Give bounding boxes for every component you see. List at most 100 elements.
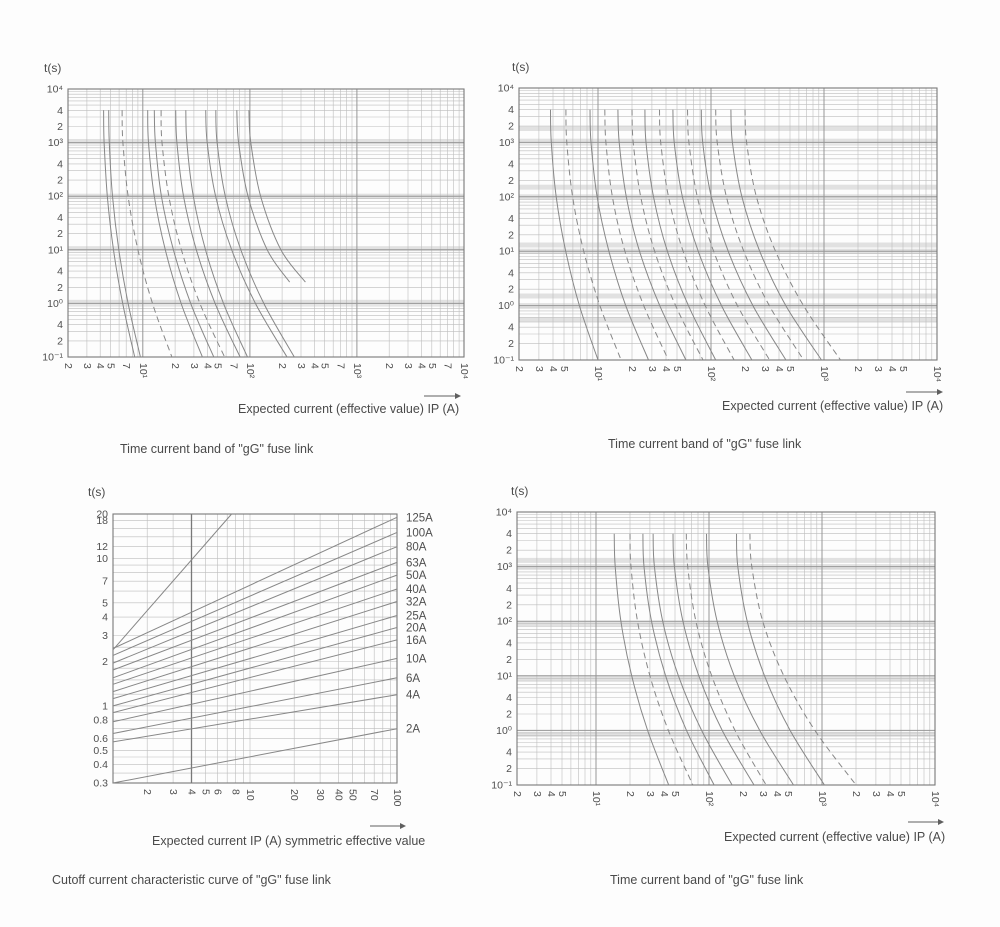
y-tick-label: 2 (508, 284, 514, 296)
y-tick-label: 10² (499, 191, 515, 203)
bottom-right-curve (629, 533, 694, 786)
y-tick-label: 4 (506, 692, 512, 704)
bottom-left-curve-125A (112, 516, 398, 649)
x-tick-label: 100 (391, 789, 403, 807)
x-tick-label: 4 (773, 366, 785, 372)
x-tick-label: 40 (333, 789, 345, 801)
x-tick-label: 5 (426, 363, 438, 369)
x-tick-label: 7 (227, 363, 239, 369)
x-tick-label: 3 (872, 366, 884, 372)
y-tick-label: 1 (102, 700, 108, 712)
fuse-rating-label: 2A (406, 724, 420, 736)
x-tick-label: 2 (62, 363, 74, 369)
x-tick-label: 70 (368, 789, 380, 801)
x-tick-label: 4 (415, 363, 427, 369)
y-tick-label: 4 (57, 266, 63, 278)
y-tick-label: 2 (506, 709, 512, 721)
bottom-left-curve-32A (112, 601, 398, 693)
x-tick-label: 3 (402, 363, 414, 369)
x-tick-label: 4 (545, 791, 557, 797)
bottom-left-curve-4A (112, 694, 398, 743)
x-tick-label: 10¹ (592, 366, 604, 382)
x-tick-label: 2 (276, 363, 288, 369)
x-tick-label: 4 (94, 363, 106, 369)
bottom-left-curve (112, 513, 232, 651)
y-tick-label: 2 (508, 175, 514, 187)
y-tick-label: 4 (508, 322, 514, 334)
x-tick-label: 2 (626, 366, 638, 372)
top-right-curve (617, 109, 687, 361)
x-tick-label: 2 (739, 366, 751, 372)
y-tick-label: 2 (102, 656, 108, 668)
top-left-curve (175, 110, 241, 358)
y-tick-label: 2 (508, 229, 514, 241)
y-tick-label: 4 (57, 105, 63, 117)
chart-title-bottom-left: Cutoff current characteristic curve of "… (52, 873, 331, 887)
x-tick-label: 3 (533, 366, 545, 372)
x-tick-label: 10¹ (590, 791, 602, 807)
fuse-rating-label: 16A (406, 635, 427, 647)
chart-title-bottom-right: Time current band of "gG" fuse link (610, 873, 804, 887)
fuse-rating-label: 80A (406, 542, 427, 554)
top-left-curve (205, 110, 288, 358)
x-tick-label: 8 (230, 789, 242, 795)
y-tick-label: 2 (508, 121, 514, 133)
x-tick-label: 4 (771, 791, 783, 797)
y-tick-label: 2 (508, 338, 514, 350)
y-tick-label: 4 (508, 159, 514, 171)
y-tick-label: 4 (102, 612, 108, 624)
x-tick-label: 4 (201, 363, 213, 369)
y-tick-label: 10³ (499, 137, 515, 149)
bottom-right-curve (749, 533, 857, 786)
x-tick-label: 10² (244, 363, 256, 379)
fuse-rating-label: 125A (406, 512, 433, 524)
bottom-left-curve-2A (112, 728, 398, 784)
y-tick-label: 4 (508, 267, 514, 279)
y-axis-label-bottom-right: t(s) (511, 484, 529, 498)
x-tick-label: 5 (895, 791, 907, 797)
y-tick-label: 10³ (497, 561, 513, 573)
x-tick-label: 2 (513, 366, 525, 372)
top-right-curve (672, 109, 753, 361)
y-tick-label: 5 (102, 597, 108, 609)
x-tick-label: 2 (624, 791, 636, 797)
x-axis-arrow-icon (370, 823, 406, 829)
y-tick-label: 4 (57, 319, 63, 331)
x-tick-label: 2 (852, 366, 864, 372)
top-left-curve (147, 110, 203, 358)
y-tick-label: 7 (102, 576, 108, 588)
bottom-left-curve-6A (112, 677, 398, 734)
y-tick-label: 10⁴ (498, 83, 514, 95)
fuse-rating-label: 10A (406, 653, 427, 665)
y-tick-label: 4 (506, 747, 512, 759)
fuse-rating-label: 50A (406, 570, 427, 582)
fuse-rating-label: 4A (406, 690, 420, 702)
y-tick-label: 10² (48, 191, 64, 203)
x-tick-label: 7 (120, 363, 132, 369)
bottom-left-curve-16A (112, 639, 398, 714)
y-tick-label: 10¹ (48, 244, 64, 256)
x-tick-label: 5 (319, 363, 331, 369)
x-axis-caption-bottom-right: Expected current (effective value) IP (A… (724, 830, 946, 844)
top-right-curve (700, 109, 787, 361)
top-right-curve (744, 109, 841, 361)
y-tick-label: 4 (57, 212, 63, 224)
bottom-left-curve-25A (112, 615, 398, 700)
y-tick-label: 3 (102, 630, 108, 642)
y-tick-label: 10² (497, 616, 513, 628)
x-tick-label: 4 (547, 366, 559, 372)
y-tick-label: 4 (506, 528, 512, 540)
top-right-curve (715, 109, 805, 361)
x-tick-label: 2 (383, 363, 395, 369)
x-tick-label: 3 (167, 789, 179, 795)
x-tick-label: 3 (188, 363, 200, 369)
bottom-right-curve (736, 533, 825, 786)
y-tick-label: 4 (506, 583, 512, 595)
x-tick-label: 5 (558, 366, 570, 372)
y-tick-label: 10⁻¹ (493, 355, 514, 367)
x-tick-label: 3 (295, 363, 307, 369)
y-tick-label: 4 (508, 213, 514, 225)
